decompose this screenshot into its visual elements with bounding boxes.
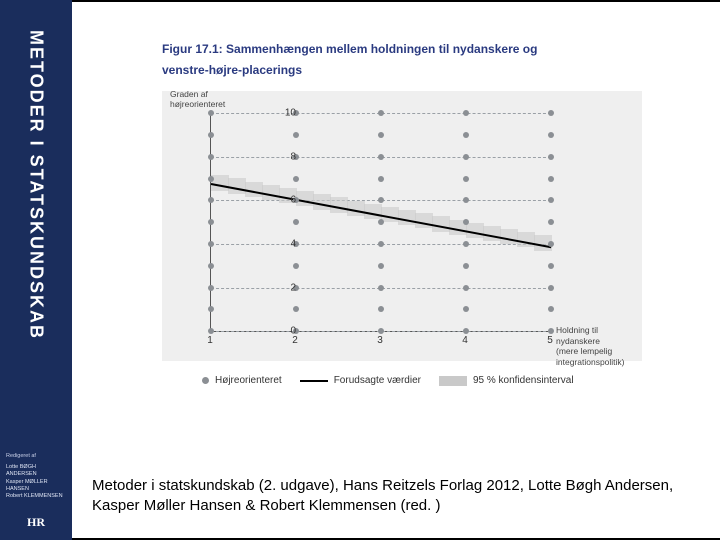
y-axis-title-l1: Graden af (170, 89, 208, 99)
data-point (208, 110, 214, 116)
x-tick-label: 5 (547, 335, 553, 346)
y-axis-title-l2: højreorienteret (170, 99, 225, 109)
data-point (208, 154, 214, 160)
slide-root: METODER I STATSKUNDSKAB Redigeret af Lot… (0, 0, 720, 540)
y-tick-label: 2 (290, 282, 296, 293)
figure-title-line1: Figur 17.1: Sammenhængen mellem holdning… (162, 40, 662, 59)
data-point (208, 306, 214, 312)
figure-wrap: Figur 17.1: Sammenhængen mellem holdning… (162, 40, 662, 386)
spine-editor-3: Robert KLEMMENSEN (6, 493, 66, 500)
data-point (378, 154, 384, 160)
data-point (208, 219, 214, 225)
data-point (378, 176, 384, 182)
spine-title: METODER I STATSKUNDSKAB (26, 30, 47, 340)
data-point (548, 263, 554, 269)
data-point (208, 176, 214, 182)
data-point (463, 176, 469, 182)
data-point (378, 132, 384, 138)
y-tick-label: 6 (290, 195, 296, 206)
data-point (548, 219, 554, 225)
data-point (378, 241, 384, 247)
plot-inner (210, 113, 551, 332)
data-point (548, 176, 554, 182)
data-point (463, 328, 469, 334)
data-point (463, 241, 469, 247)
data-point (548, 328, 554, 334)
data-point (293, 219, 299, 225)
data-point (548, 241, 554, 247)
y-tick-label: 8 (290, 151, 296, 162)
x-axis-title-l1: Holdning til nydanskere (556, 325, 600, 346)
data-point (208, 132, 214, 138)
data-point (463, 132, 469, 138)
legend-ci-label: 95 % konfidensinterval (473, 375, 574, 386)
data-point (293, 132, 299, 138)
data-point (548, 132, 554, 138)
data-point (378, 328, 384, 334)
y-axis-title: Graden af højreorienteret (170, 89, 225, 109)
data-point (548, 306, 554, 312)
x-tick-label: 2 (292, 335, 298, 346)
data-point (208, 285, 214, 291)
data-point (463, 154, 469, 160)
spine-editor-1: Lotte BØGH ANDERSEN (6, 464, 66, 478)
data-point (548, 197, 554, 203)
figure-title-line2: venstre-højre-placerings (162, 63, 662, 77)
data-point (378, 263, 384, 269)
legend-item-ci: 95 % konfidensinterval (439, 375, 574, 386)
data-point (463, 219, 469, 225)
scatter-plot: Graden af højreorienteret Holdning til n… (162, 91, 642, 361)
spine-editor-2: Kasper MØLLER HANSEN (6, 479, 66, 493)
data-point (293, 176, 299, 182)
legend-line-icon (300, 380, 328, 382)
chart-legend: Højreorienteret Forudsagte værdier 95 % … (162, 375, 662, 386)
fit-line (211, 183, 551, 248)
data-point (463, 110, 469, 116)
data-point (208, 328, 214, 334)
data-point (463, 197, 469, 203)
y-tick-label: 4 (290, 238, 296, 249)
data-point (293, 306, 299, 312)
x-tick-label: 4 (462, 335, 468, 346)
data-point (548, 154, 554, 160)
data-point (463, 285, 469, 291)
data-point (548, 285, 554, 291)
spine-editors-header: Redigeret af (6, 453, 66, 460)
data-point (463, 306, 469, 312)
x-tick-label: 3 (377, 335, 383, 346)
data-point (548, 110, 554, 116)
data-point (378, 285, 384, 291)
slide-main: Figur 17.1: Sammenhængen mellem holdning… (72, 0, 720, 540)
legend-item-line: Forudsagte værdier (300, 375, 421, 386)
y-tick-label: 10 (285, 108, 296, 119)
data-point (378, 219, 384, 225)
book-spine: METODER I STATSKUNDSKAB Redigeret af Lot… (0, 0, 72, 540)
legend-item-scatter: Højreorienteret (202, 375, 282, 386)
data-point (378, 197, 384, 203)
data-point (463, 263, 469, 269)
data-point (378, 110, 384, 116)
x-tick-label: 1 (207, 335, 213, 346)
x-axis-title-l2: (mere lempelig (556, 346, 612, 356)
data-point (293, 263, 299, 269)
legend-dot-icon (202, 377, 209, 384)
legend-scatter-label: Højreorienteret (215, 375, 282, 386)
x-axis-title-l3: integrationspolitik) (556, 357, 625, 367)
legend-line-label: Forudsagte værdier (334, 375, 421, 386)
data-point (208, 197, 214, 203)
data-point (378, 306, 384, 312)
data-point (208, 263, 214, 269)
x-axis-title: Holdning til nydanskere (mere lempelig i… (556, 325, 638, 368)
citation-footer: Metoder i statskundskab (2. udgave), Han… (92, 476, 700, 517)
spine-editors: Redigeret af Lotte BØGH ANDERSEN Kasper … (6, 453, 66, 500)
publisher-logo: HR (0, 515, 72, 530)
data-point (208, 241, 214, 247)
legend-band-icon (439, 376, 467, 386)
